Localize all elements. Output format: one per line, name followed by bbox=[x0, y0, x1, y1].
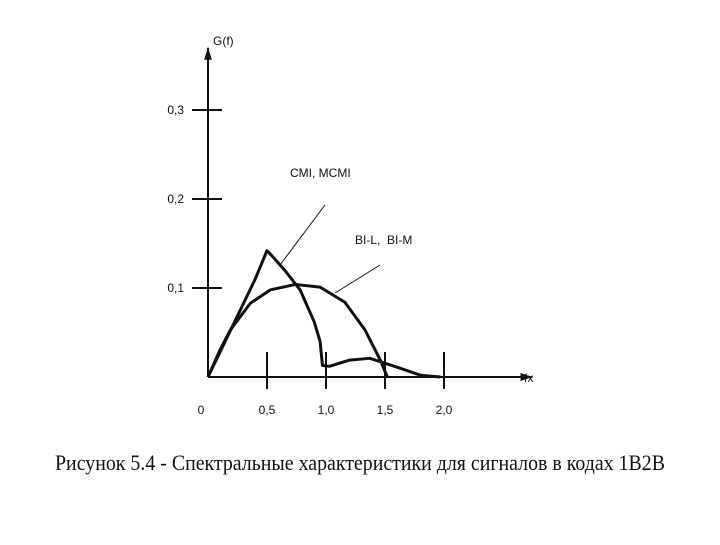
x-tick-label: 0 bbox=[198, 403, 205, 417]
leader-line bbox=[334, 264, 381, 294]
x-tick-label: 2,0 bbox=[436, 403, 453, 417]
y-tick-label: 0,3 bbox=[167, 103, 184, 117]
y-tick-label: 0,1 bbox=[167, 281, 184, 295]
leader-line bbox=[279, 204, 326, 266]
series-line bbox=[206, 282, 389, 378]
y-axis-arrow bbox=[204, 47, 212, 60]
series-label: CMI, MCMI bbox=[290, 166, 351, 180]
x-tick-label: 1,0 bbox=[318, 403, 335, 417]
series-label: BI-L, BI-M bbox=[355, 233, 412, 247]
caption: Рисунок 5.4 - Спектральные характеристик… bbox=[55, 450, 665, 475]
x-tick-label: 1,5 bbox=[377, 403, 394, 417]
x-tick-label: 0,5 bbox=[259, 403, 276, 417]
x-axis-arrow bbox=[520, 373, 533, 381]
y-axis-label: G(f) bbox=[213, 34, 234, 48]
y-tick-label: 0,2 bbox=[167, 192, 184, 206]
